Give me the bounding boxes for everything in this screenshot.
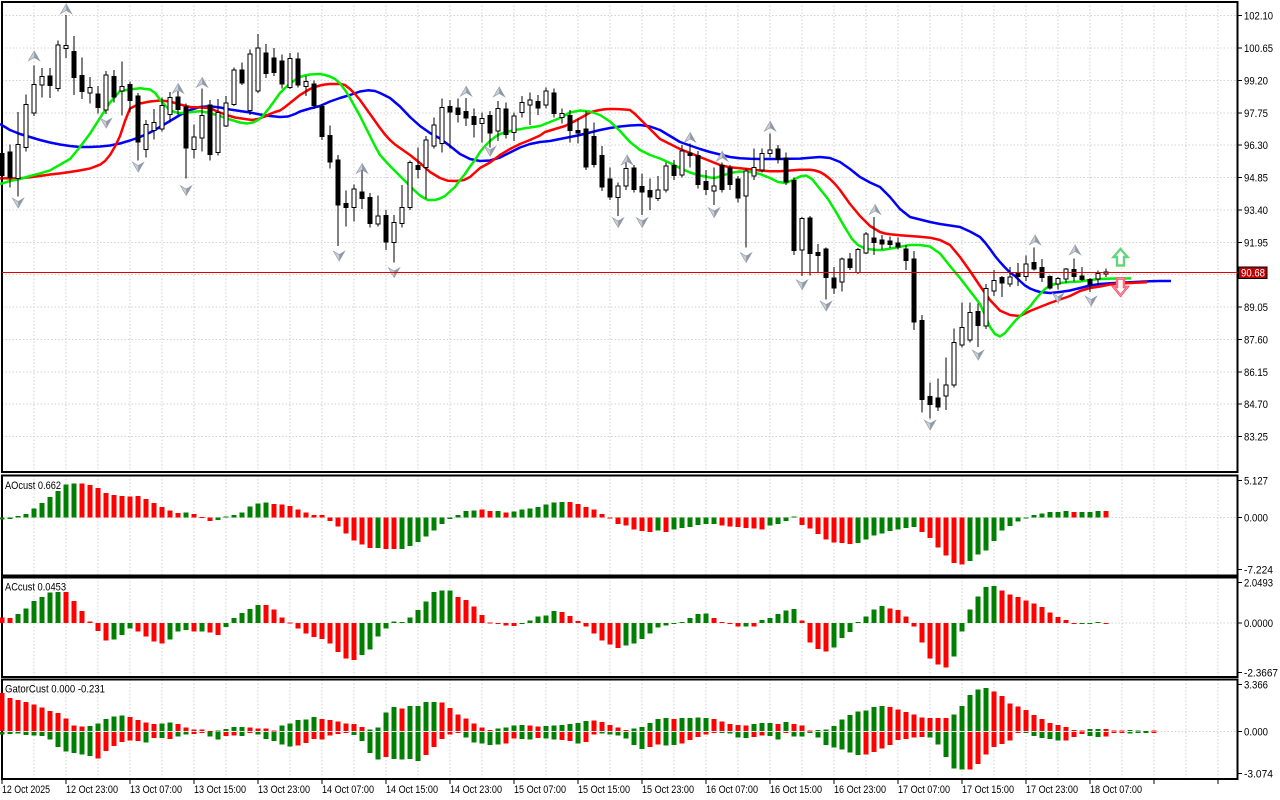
svg-text:86.15: 86.15 xyxy=(1244,367,1268,379)
svg-text:16 Oct 07:00: 16 Oct 07:00 xyxy=(706,784,758,796)
svg-text:100.65: 100.65 xyxy=(1244,43,1273,55)
svg-text:GatorCust 0.000 -0.231: GatorCust 0.000 -0.231 xyxy=(5,684,105,696)
svg-text:2.0493: 2.0493 xyxy=(1244,578,1273,590)
svg-text:15 Oct 07:00: 15 Oct 07:00 xyxy=(514,784,566,796)
svg-text:15 Oct 23:00: 15 Oct 23:00 xyxy=(642,784,694,796)
svg-text:16 Oct 15:00: 16 Oct 15:00 xyxy=(770,784,822,796)
svg-text:13 Oct 15:00: 13 Oct 15:00 xyxy=(194,784,246,796)
svg-text:96.30: 96.30 xyxy=(1244,140,1268,152)
svg-text:15 Oct 15:00: 15 Oct 15:00 xyxy=(578,784,630,796)
svg-text:99.20: 99.20 xyxy=(1244,75,1268,87)
svg-text:17 Oct 23:00: 17 Oct 23:00 xyxy=(1026,784,1078,796)
svg-text:83.25: 83.25 xyxy=(1244,432,1268,444)
svg-text:12 Oct 23:00: 12 Oct 23:00 xyxy=(66,784,118,796)
svg-text:17 Oct 07:00: 17 Oct 07:00 xyxy=(898,784,950,796)
svg-text:90.68: 90.68 xyxy=(1241,268,1265,280)
svg-text:102.10: 102.10 xyxy=(1244,11,1273,23)
svg-text:14 Oct 07:00: 14 Oct 07:00 xyxy=(322,784,374,796)
svg-text:3.366: 3.366 xyxy=(1244,680,1268,692)
svg-text:13 Oct 07:00: 13 Oct 07:00 xyxy=(130,784,182,796)
svg-text:-3.074: -3.074 xyxy=(1244,769,1273,781)
svg-text:94.85: 94.85 xyxy=(1244,173,1268,185)
svg-text:87.60: 87.60 xyxy=(1244,334,1268,346)
svg-text:0.000: 0.000 xyxy=(1244,512,1268,524)
svg-text:84.70: 84.70 xyxy=(1244,399,1268,411)
svg-text:AOcust 0.662: AOcust 0.662 xyxy=(5,480,61,492)
svg-text:0.0000: 0.0000 xyxy=(1244,618,1273,630)
svg-text:89.05: 89.05 xyxy=(1244,302,1268,314)
svg-text:5.127: 5.127 xyxy=(1244,476,1268,488)
svg-text:16 Oct 23:00: 16 Oct 23:00 xyxy=(834,784,886,796)
svg-text:ACcust 0.0453: ACcust 0.0453 xyxy=(5,582,66,594)
svg-text:12 Oct 2025: 12 Oct 2025 xyxy=(2,784,50,796)
svg-text:93.40: 93.40 xyxy=(1244,205,1268,217)
svg-text:91.95: 91.95 xyxy=(1244,237,1268,249)
svg-text:18 Oct 07:00: 18 Oct 07:00 xyxy=(1090,784,1142,796)
svg-text:0.000: 0.000 xyxy=(1244,726,1268,738)
svg-text:17 Oct 15:00: 17 Oct 15:00 xyxy=(962,784,1014,796)
svg-text:14 Oct 23:00: 14 Oct 23:00 xyxy=(450,784,502,796)
svg-text:-2.3667: -2.3667 xyxy=(1244,667,1278,679)
svg-text:13 Oct 23:00: 13 Oct 23:00 xyxy=(258,784,310,796)
svg-text:97.75: 97.75 xyxy=(1244,108,1268,120)
svg-text:-7.224: -7.224 xyxy=(1244,565,1273,577)
svg-text:14 Oct 15:00: 14 Oct 15:00 xyxy=(386,784,438,796)
